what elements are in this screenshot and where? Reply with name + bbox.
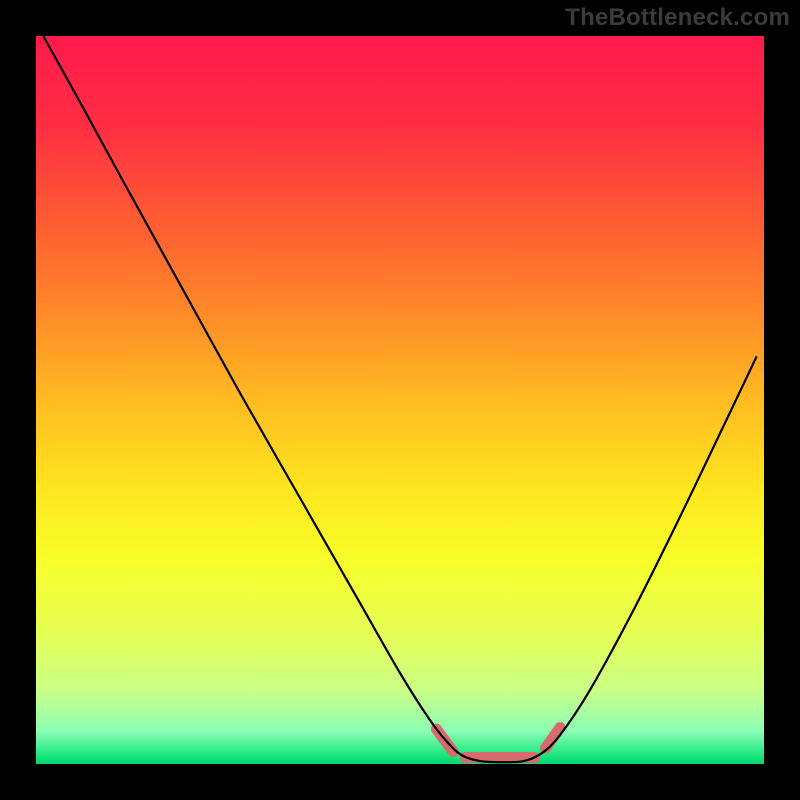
bottleneck-curve-chart <box>0 0 800 800</box>
gradient-background <box>36 36 764 764</box>
chart-container: TheBottleneck.com <box>0 0 800 800</box>
watermark-label: TheBottleneck.com <box>565 4 790 32</box>
